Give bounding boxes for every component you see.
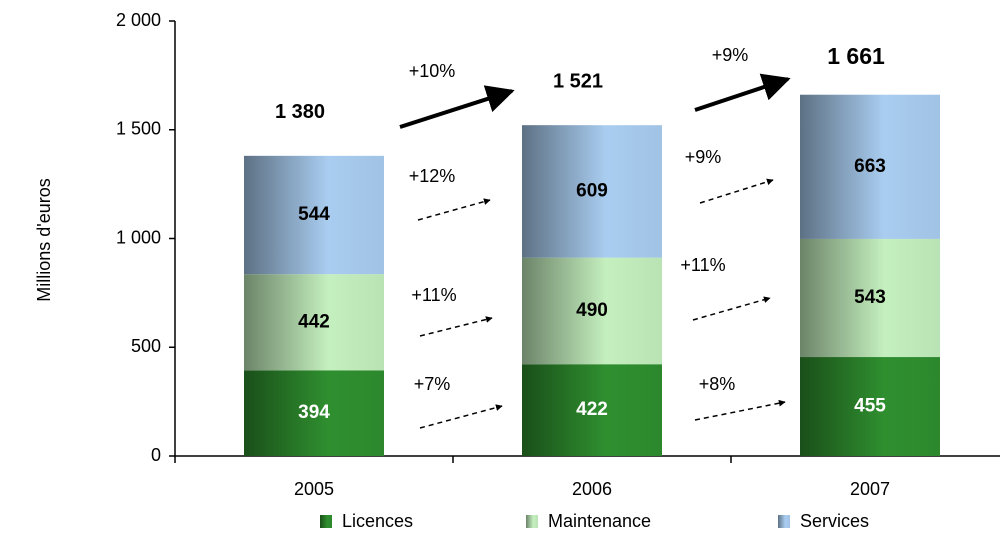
growth-label: +11%	[411, 285, 456, 305]
y-tick-label: 0	[151, 445, 161, 465]
total-label: 1 380	[275, 101, 325, 123]
y-tick-label: 1 500	[116, 119, 161, 139]
bar-shade	[244, 370, 384, 456]
bar-shade	[522, 257, 662, 365]
total-arrow	[399, 85, 515, 129]
segment-label: 394	[298, 402, 330, 423]
y-tick-label: 500	[131, 336, 161, 356]
bar-shade	[522, 125, 662, 258]
growth-arrow	[417, 198, 491, 221]
segment-label: 442	[298, 311, 330, 332]
legend-shade	[778, 515, 790, 528]
growth-arrow	[419, 316, 493, 337]
growth-label: +7%	[414, 374, 451, 394]
growth-label: +11%	[680, 255, 725, 275]
growth-label: +8%	[699, 374, 736, 394]
bar-shade	[800, 238, 940, 358]
y-tick-label: 2 000	[116, 10, 161, 30]
total-arrow	[694, 73, 791, 112]
growth-label: +10%	[409, 61, 456, 81]
growth-arrow	[692, 296, 771, 321]
segment-label: 422	[576, 399, 608, 420]
y-tick-label: 1 000	[116, 227, 161, 247]
bar-shade	[800, 357, 940, 456]
y-axis-title: Millions d'euros	[34, 178, 54, 302]
legend-label: Maintenance	[548, 511, 651, 531]
growth-label: +12%	[409, 166, 456, 186]
segment-label: 609	[576, 180, 608, 201]
total-label: 1 521	[553, 70, 603, 92]
segment-label: 490	[576, 300, 608, 321]
bar-shade	[244, 155, 384, 275]
growth-label: +9%	[685, 147, 722, 167]
growth-arrow	[694, 399, 786, 421]
x-tick-label: 2005	[294, 479, 334, 499]
bar-shade	[522, 364, 662, 456]
segment-label: 455	[854, 396, 886, 417]
x-tick-label: 2006	[572, 479, 612, 499]
growth-label: +9%	[712, 45, 749, 65]
arrows	[399, 73, 791, 429]
legend-label: Services	[800, 511, 869, 531]
bar-shade	[800, 94, 940, 239]
segment-label: 544	[298, 204, 330, 225]
growth-arrow	[699, 178, 774, 204]
segment-label: 663	[854, 156, 886, 177]
growth-arrow	[419, 404, 503, 429]
total-label: 1 661	[827, 43, 885, 69]
bar-shade	[244, 274, 384, 371]
legend-shade	[526, 515, 538, 528]
segment-label: 543	[854, 287, 886, 308]
x-tick-label: 2007	[850, 479, 890, 499]
legend-shade	[320, 515, 332, 528]
legend-label: Licences	[342, 511, 413, 531]
